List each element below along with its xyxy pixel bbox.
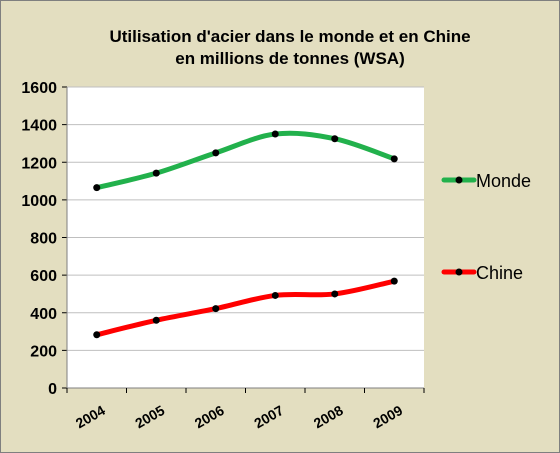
legend-marker-chine [455,268,463,276]
data-point-chine-2009 [390,277,398,285]
series-line-chine [94,278,397,338]
xtick-label-2006: 2006 [192,402,227,432]
xtick-label-2004: 2004 [73,402,108,432]
ytick-label-600: 600 [30,268,57,285]
ytick-label-1600: 1600 [21,80,57,97]
xtick-label-2009: 2009 [370,402,405,432]
legend-marker-monde [455,176,463,184]
data-point-monde-2007 [271,130,279,138]
ytick-label-1000: 1000 [21,193,57,210]
data-point-chine-2008 [331,290,339,298]
xtick-label-2008: 2008 [311,402,346,432]
data-point-chine-2004 [93,331,101,339]
ytick-label-1400: 1400 [21,118,57,135]
legend-label-monde: Monde [476,171,531,191]
chart-title-line-1: Utilisation d'acier dans le monde et en … [109,27,471,46]
ytick-label-800: 800 [30,231,57,248]
xtick-label-2007: 2007 [251,402,286,432]
ytick-label-0: 0 [48,381,57,398]
series-line-monde [94,130,397,191]
ytick-label-400: 400 [30,306,57,323]
ytick-label-1200: 1200 [21,155,57,172]
data-point-chine-2007 [271,291,279,299]
ytick-label-200: 200 [30,343,57,360]
data-point-monde-2006 [212,149,220,157]
legend-label-chine: Chine [476,263,523,283]
data-point-monde-2008 [331,135,339,143]
xtick-label-2005: 2005 [132,402,167,432]
data-point-monde-2009 [390,155,398,163]
data-point-monde-2004 [93,184,101,192]
data-point-monde-2005 [152,169,160,177]
chart-title: Utilisation d'acier dans le monde et en … [60,26,520,70]
data-point-chine-2005 [152,316,160,324]
chart-title-line-2: en millions de tonnes (WSA) [175,49,405,68]
data-point-chine-2006 [212,305,220,313]
